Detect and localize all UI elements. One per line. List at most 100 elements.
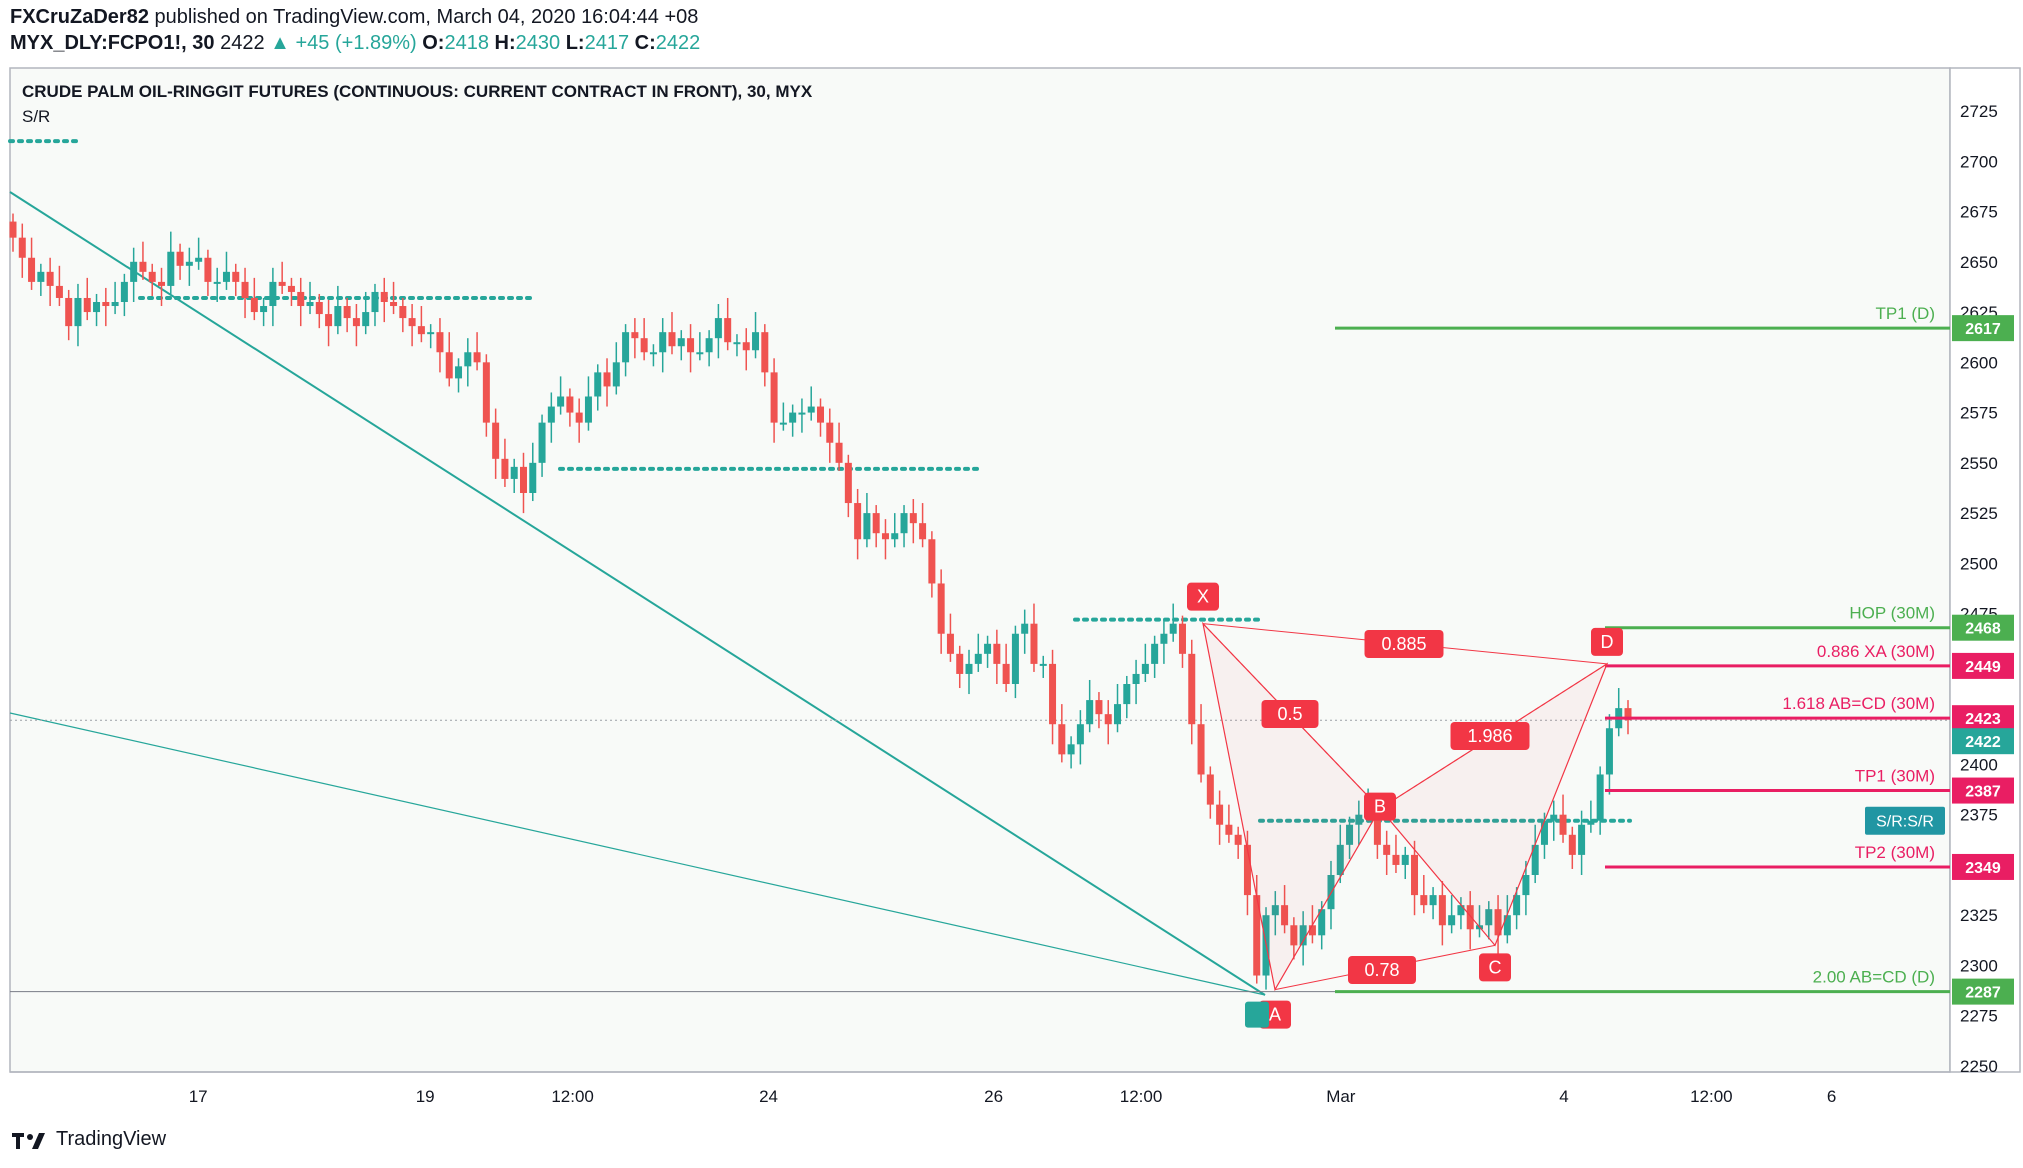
- candle-body: [1299, 925, 1307, 946]
- candle-body: [185, 261, 193, 266]
- chart-header: FXCruZaDer82 published on TradingView.co…: [10, 4, 700, 56]
- x-tick-label: 24: [759, 1087, 778, 1106]
- plot-area[interactable]: [9, 67, 1951, 1073]
- candle-body: [1123, 684, 1131, 705]
- low-value: 2417: [584, 32, 630, 54]
- price-change: ▲ +45 (+1.89%): [270, 32, 417, 54]
- candle-body: [167, 251, 175, 286]
- candle-body: [427, 332, 435, 335]
- x-tick-label: 12:00: [1120, 1087, 1163, 1106]
- candle-body: [1466, 905, 1474, 930]
- candle-body: [1438, 895, 1446, 926]
- candle-body: [1355, 814, 1363, 825]
- candle-body: [854, 503, 862, 540]
- y-tick-label: 2675: [1960, 203, 1998, 222]
- candle-body: [1188, 653, 1196, 725]
- candle-body: [1076, 724, 1084, 745]
- target-levels: TP1 (D) 2617 HOP (30M) 2468 0.886 XA (30M) 24…: [1335, 304, 2014, 1005]
- y-tick-label: 2575: [1960, 404, 1998, 423]
- candle-body: [1457, 905, 1465, 916]
- candle-body: [352, 318, 360, 327]
- candle-body: [83, 297, 91, 313]
- y-tick-label: 2500: [1960, 554, 1998, 573]
- pattern-point-badge: [1187, 582, 1219, 611]
- y-tick-label: 2525: [1960, 504, 1998, 523]
- x-tick-label: 19: [416, 1087, 435, 1106]
- ratio-badge: [1261, 700, 1319, 728]
- tradingview-brand[interactable]: TradingView: [56, 1128, 167, 1150]
- candle-body: [696, 352, 704, 355]
- y-tick-label: 2400: [1960, 755, 1998, 774]
- candle-body: [631, 332, 639, 339]
- current-price-tag: [1952, 728, 2014, 755]
- candle-body: [668, 332, 676, 347]
- candle-body: [1011, 633, 1019, 684]
- candle-body: [315, 302, 323, 315]
- candle-body: [65, 297, 73, 327]
- candle-body: [538, 422, 546, 463]
- candle-body: [705, 338, 713, 353]
- y-tick-label: 2275: [1960, 1007, 1998, 1026]
- candle-body: [1197, 724, 1205, 775]
- candle-body: [1067, 744, 1075, 755]
- candle-body: [584, 396, 592, 423]
- candle-body: [1234, 834, 1242, 845]
- candle-body: [826, 422, 834, 443]
- candle-body: [9, 221, 17, 238]
- candle-body: [547, 406, 555, 423]
- ratio-badge: [1450, 722, 1530, 750]
- candle-body: [343, 306, 351, 319]
- candle-body: [501, 458, 509, 479]
- harmonic-pattern: X A B C D 0.885 0.5 1.986 0.78: [1187, 582, 1623, 1029]
- candle-body: [881, 533, 889, 540]
- candle-body: [946, 633, 954, 654]
- candle-body: [919, 523, 927, 540]
- candle-body: [195, 257, 203, 262]
- candle-body: [724, 318, 732, 343]
- candle-body: [297, 291, 305, 307]
- high-label: H:: [494, 32, 516, 54]
- candle-body: [287, 285, 295, 292]
- level-price-tag: [1952, 652, 2014, 679]
- candle-body: [1253, 895, 1261, 976]
- ratio-label: 1.986: [1467, 726, 1512, 746]
- level-label: TP1 (30M): [1855, 767, 1935, 786]
- ratio-label: 0.78: [1364, 960, 1399, 980]
- candle-body: [269, 281, 277, 307]
- candle-body: [649, 352, 657, 355]
- candle-body: [1485, 909, 1493, 926]
- level-price-tag: [1952, 978, 2014, 1005]
- candle-body: [863, 513, 871, 540]
- candle-body: [436, 332, 444, 353]
- tradingview-logo-icon: [12, 1132, 45, 1149]
- y-tick-label: 2550: [1960, 454, 1998, 473]
- candle-body: [1021, 623, 1029, 634]
- candle-body: [807, 406, 815, 413]
- candle-body: [232, 271, 240, 282]
- candle-body: [798, 412, 806, 415]
- candle-body: [956, 653, 964, 674]
- candle-body: [1420, 895, 1428, 906]
- candle-body: [1216, 804, 1224, 825]
- level-price-label: 2423: [1965, 711, 2001, 728]
- candle-body: [278, 281, 286, 286]
- candle-body: [742, 342, 750, 351]
- candle-body: [380, 291, 388, 302]
- level-label: 2.00 AB=CD (D): [1813, 968, 1935, 987]
- candle-body: [18, 237, 26, 258]
- price-axis[interactable]: [1949, 67, 2021, 1073]
- candle-body: [1151, 643, 1159, 664]
- candle-body: [1559, 814, 1567, 835]
- candle-body: [1169, 623, 1177, 634]
- candle-body: [1373, 808, 1381, 845]
- candle-body: [519, 466, 527, 493]
- candle-body: [835, 442, 843, 463]
- author-name[interactable]: FXCruZaDer82: [10, 6, 149, 28]
- y-tick-label: 2725: [1960, 102, 1998, 121]
- pattern-bd-line: [1379, 663, 1608, 810]
- level-price-tag: [1952, 315, 2014, 342]
- candle-body: [1206, 774, 1214, 805]
- y-tick-label: 2650: [1960, 253, 1998, 272]
- candle-body: [603, 372, 611, 387]
